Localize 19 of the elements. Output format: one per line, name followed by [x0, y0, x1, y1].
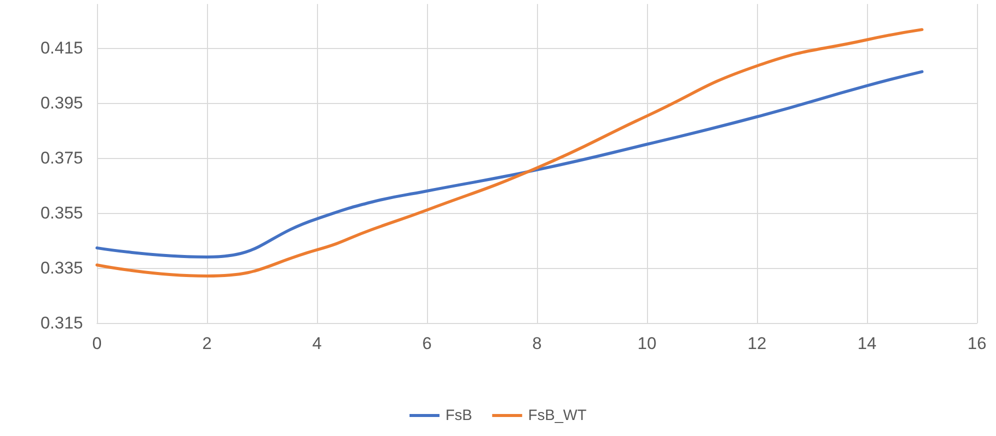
y-tick-label: 0.415 [40, 38, 83, 58]
x-tick-label: 14 [858, 334, 876, 353]
x-tick-label: 0 [92, 334, 102, 353]
y-tick-label: 0.335 [40, 258, 83, 278]
y-tick-label: 0.315 [40, 314, 83, 332]
line-series [96, 70, 924, 258]
x-tick-label: 10 [638, 334, 656, 353]
legend-label: FsB [446, 407, 472, 424]
y-tick-label: 0.395 [40, 94, 83, 112]
x-tick-label: 6 [422, 334, 432, 353]
x-tick-label: 16 [968, 334, 986, 353]
x-tick-label: 4 [312, 334, 322, 353]
legend-label: FsB_WT [528, 407, 587, 424]
x-tick-label: 12 [748, 334, 766, 353]
x-tick-label: 2 [202, 334, 212, 353]
x-tick-label: 8 [532, 334, 542, 353]
y-tick-label: 0.355 [40, 204, 83, 222]
line-series [96, 28, 924, 278]
y-tick-label: 0.375 [40, 148, 83, 168]
